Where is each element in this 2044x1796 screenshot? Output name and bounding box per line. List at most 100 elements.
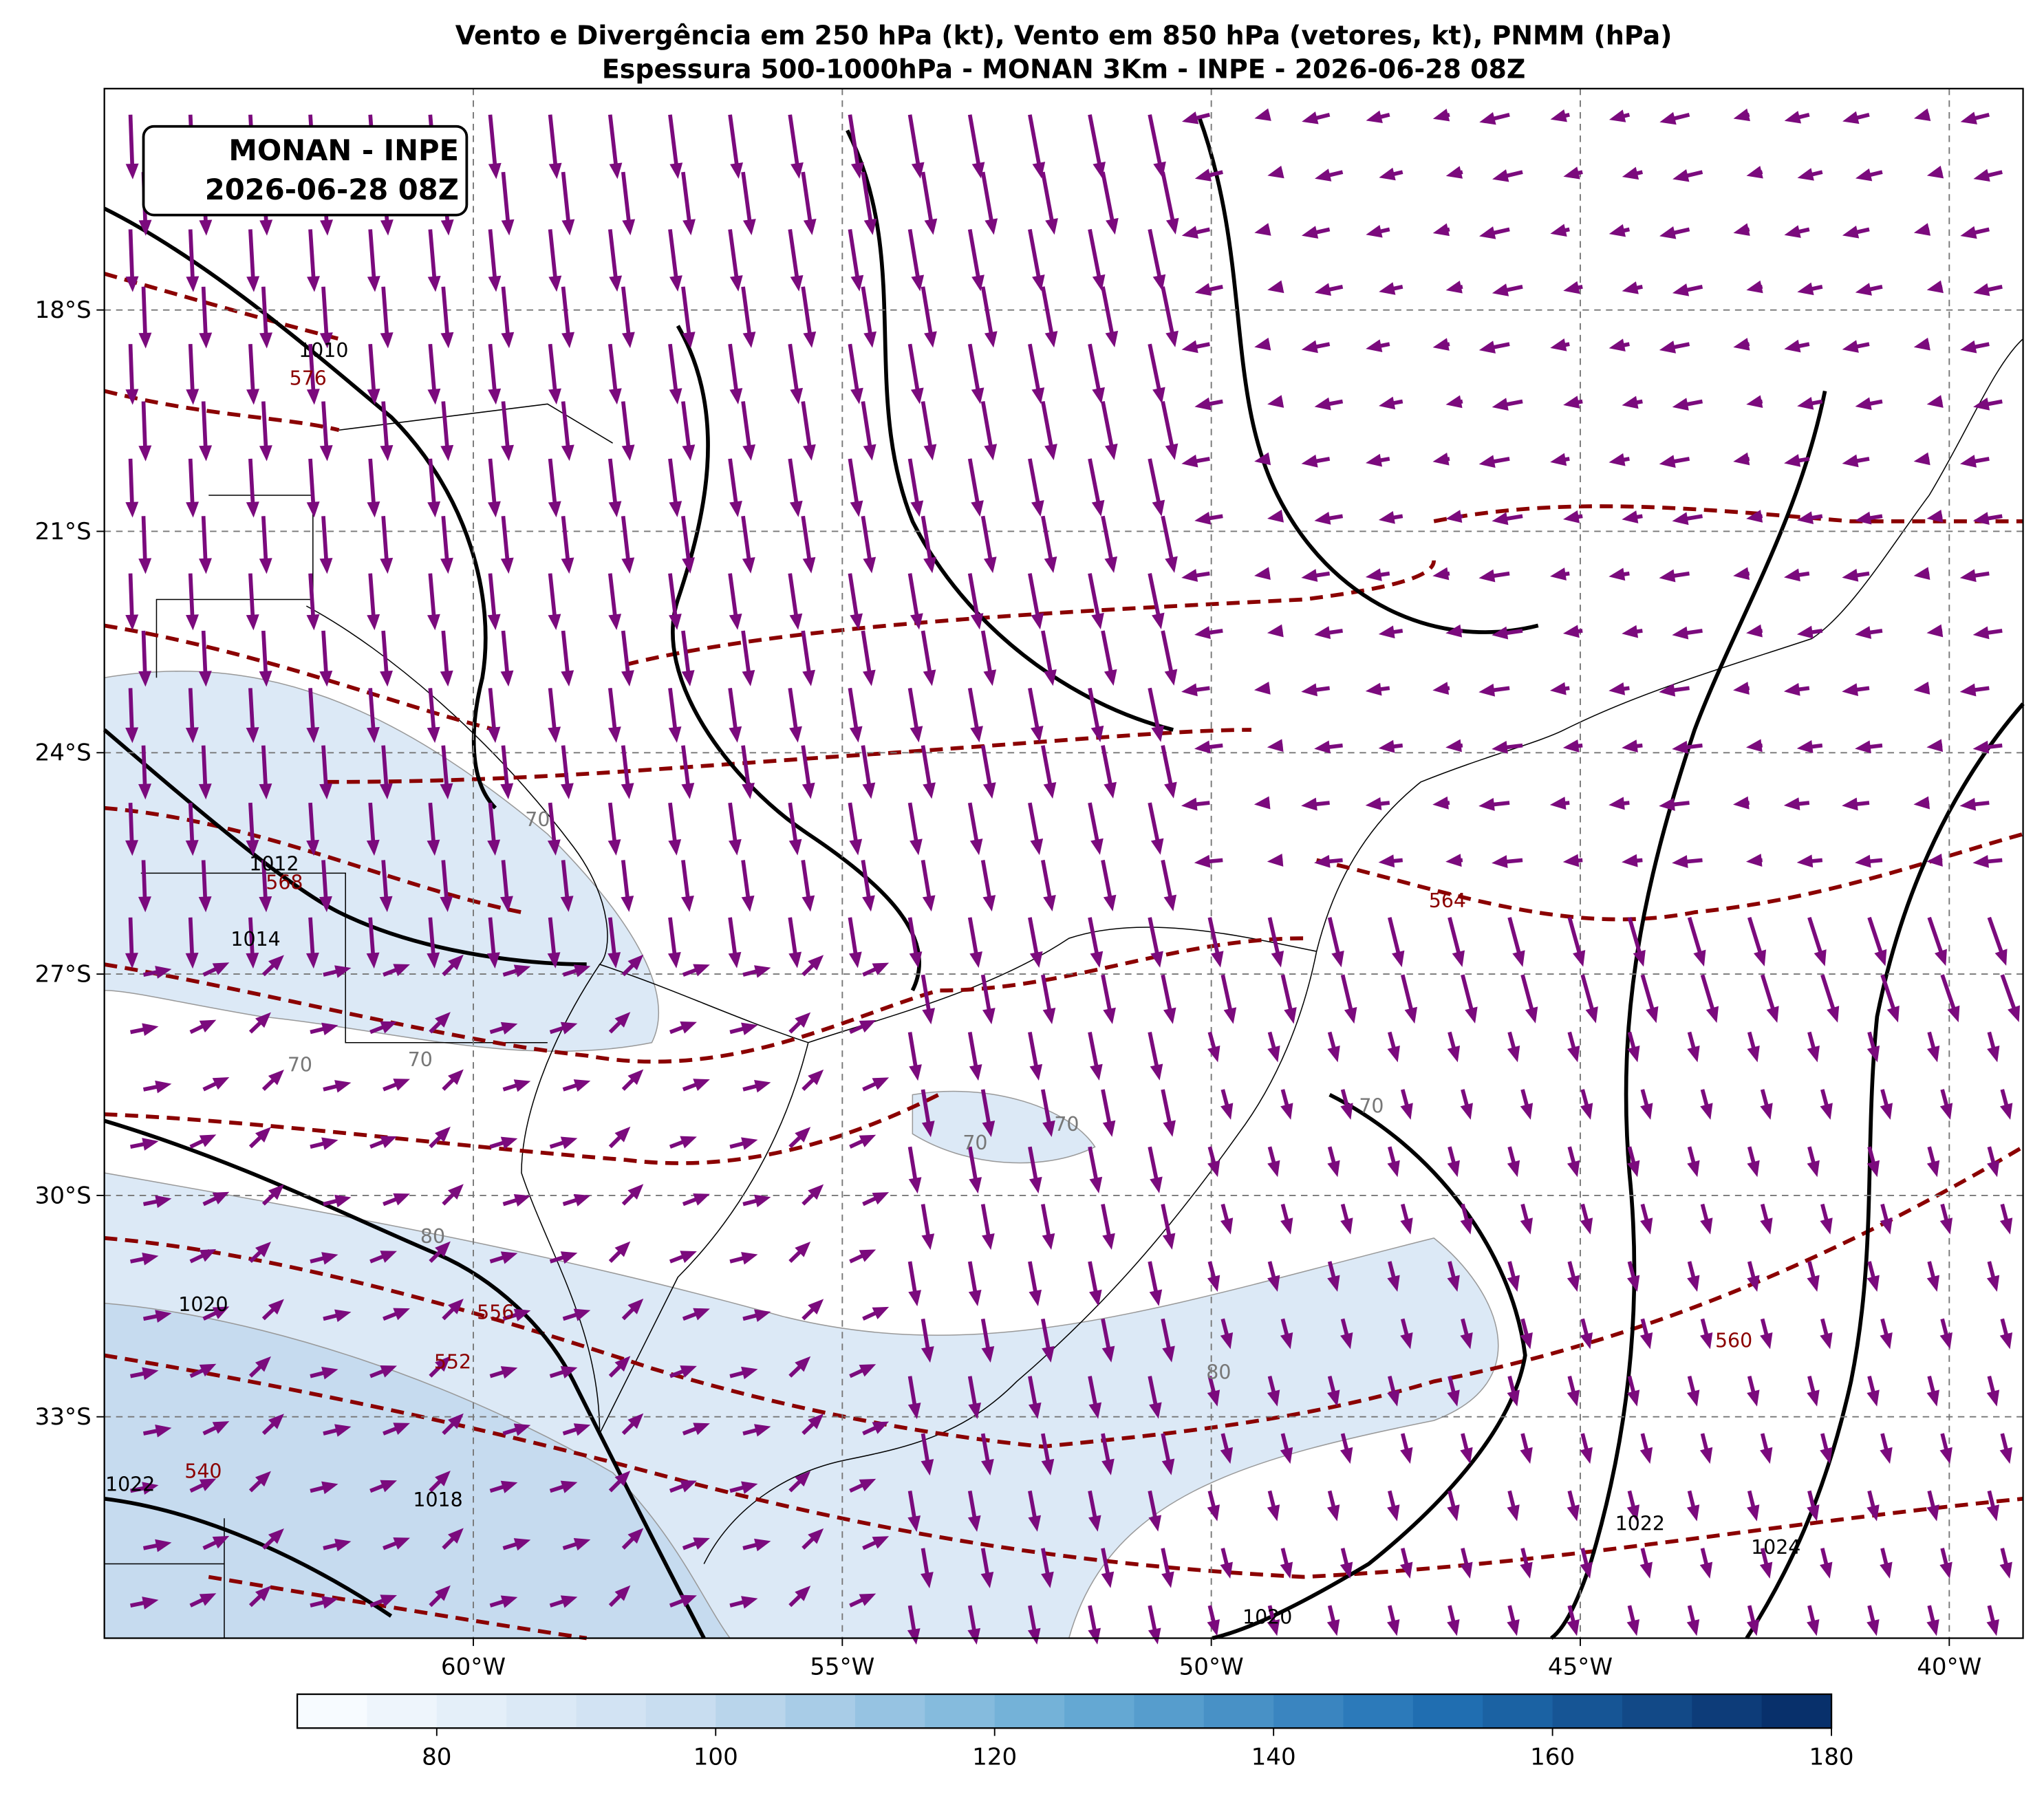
wind-vector-head [155,1310,172,1323]
wind-vector [548,114,559,172]
wind-vector-head [1855,854,1871,868]
wind-vector-head [910,613,923,630]
wind-vector [741,286,753,341]
wind-vector-head [971,500,984,517]
wind-vector [1088,573,1101,623]
wind-vector [1041,515,1054,566]
wind-vector [141,630,147,680]
wind-vector-head [1807,1046,1820,1063]
wind-vector-head [1880,1103,1893,1120]
wind-vector-head [1280,1103,1293,1120]
wind-vector-head [668,726,682,743]
wind-vector-head [500,783,514,800]
wind-vector-head [1194,512,1212,525]
wind-vector-head [1550,567,1567,581]
wind-vector-head [367,501,380,518]
y-tick-label: 27°S [35,960,92,988]
wind-vector-head [981,1458,994,1476]
wind-vector-head [850,162,864,179]
wind-vector-head [1627,1046,1640,1063]
wind-vector-head [500,1595,518,1608]
wind-vector-head [621,783,634,799]
wind-vector-head [1796,625,1814,639]
wind-vector-head [1400,1447,1413,1464]
wind-vector [907,343,921,397]
wind-vector-head [808,1069,824,1085]
wind-vector-head [1842,111,1860,125]
wind-vector-head [1507,1275,1520,1292]
wind-vector-head [427,388,441,405]
wind-vector-head [259,332,273,349]
wind-vector-head [435,1356,451,1372]
wind-vector-head [321,1252,338,1265]
wind-vector-head [513,1079,531,1092]
wind-vector-head [742,332,756,348]
wind-vector-head [561,557,574,574]
wind-vector-head [790,162,804,179]
coastline [703,951,1317,1564]
wind-vector-head [1447,1619,1460,1636]
wind-vector-head [969,839,983,856]
wind-vector-head [1181,683,1198,697]
wind-vector-head [259,783,272,800]
colorbar-cell [994,1694,1066,1729]
wind-vector-head [334,1539,352,1552]
wind-vector-head [969,1177,982,1194]
wind-vector-head [909,1064,922,1081]
wind-vector-head [1855,283,1872,296]
wind-vector-head [1842,340,1859,353]
wind-vector-head [680,1480,697,1493]
wind-vector-head [1959,569,1977,583]
wind-vector-head [1267,1619,1280,1636]
wind-vector [381,516,389,567]
wind-vector-head [1152,274,1166,291]
wind-vector-head [1331,950,1344,968]
wind-vector [621,630,631,679]
wind-vector [607,114,619,172]
wind-vector-head [808,1414,824,1429]
wind-vector [861,286,874,340]
x-tick-label: 60°W [441,1654,506,1681]
wind-vector-head [1627,1160,1640,1178]
wind-vector-head [560,1251,578,1264]
wind-vector-head [1284,1007,1297,1024]
wind-vector-head [1672,398,1689,411]
wind-vector-head [1327,1046,1340,1063]
colorbar-tick-label: 120 [972,1743,1017,1771]
wind-vector-head [255,1012,271,1028]
wind-vector-head [321,1481,338,1495]
wind-vector-head [729,388,743,404]
wind-vector-head [1432,682,1450,695]
wind-vector [141,401,148,454]
wind-vector-head [1926,509,1944,523]
wind-vector-head [500,896,513,912]
wind-vector-head [435,1471,451,1486]
wind-vector-head [561,219,575,236]
wind-vector-head [1686,1619,1700,1636]
wind-vector-head [849,726,863,743]
wind-vector-head [1207,1504,1220,1522]
wind-vector-head [910,500,924,517]
wind-vector [1028,343,1042,397]
wind-vector-head [513,1423,531,1436]
wind-vector-head [1820,1561,1833,1579]
wind-vector-head [668,839,682,856]
wind-vector-head [1747,1160,1760,1178]
wind-vector-head [1699,1447,1713,1464]
wind-vector-head [1492,855,1508,869]
wind-vector-head [1366,224,1383,238]
wind-vector-head [255,1242,271,1257]
wind-vector [321,286,329,341]
colorbar-cell [785,1694,856,1729]
wind-vector-head [448,1528,464,1544]
x-tick-label: 45°W [1548,1654,1613,1681]
wind-vector-head [1088,1627,1101,1645]
wind-vector [681,401,692,454]
wind-vector-head [1926,1046,1940,1063]
wind-vector-head [609,162,623,180]
wind-vector-head [334,1080,352,1093]
wind-vector-head [1181,454,1198,468]
wind-vector-head [1492,512,1509,526]
wind-vector-head [548,275,562,292]
